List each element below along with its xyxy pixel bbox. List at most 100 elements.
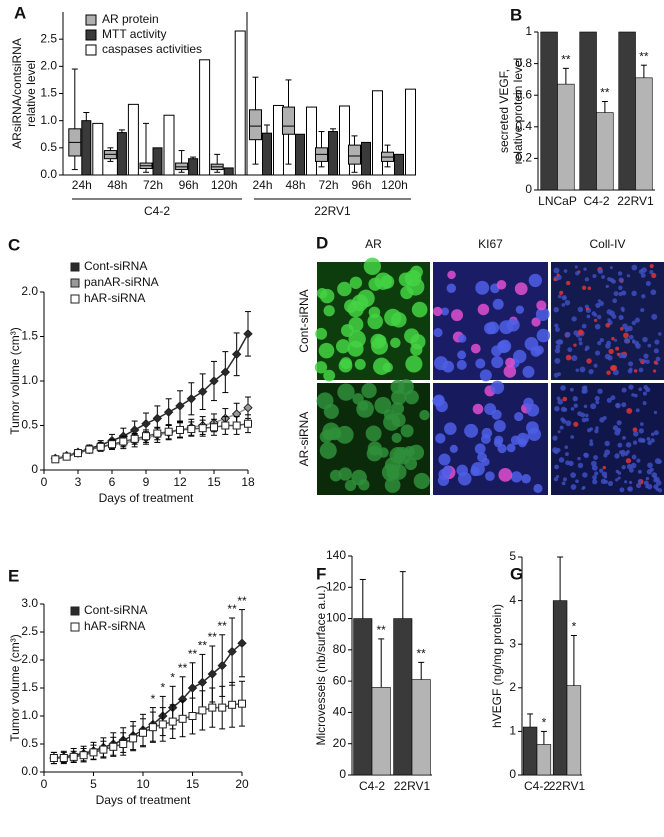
cell	[552, 435, 558, 441]
cell	[340, 357, 352, 369]
cell	[557, 430, 561, 434]
x-tick-label: LNCaP	[538, 194, 577, 208]
y-tick-label: 0	[31, 462, 38, 476]
cell	[493, 420, 506, 433]
bar	[188, 158, 199, 176]
y-tick-label: 0.0	[40, 167, 57, 181]
cell	[337, 281, 352, 297]
x-tick-label: 22RV1	[394, 779, 431, 793]
bar	[635, 77, 653, 191]
cell	[365, 425, 382, 442]
cell	[618, 285, 623, 290]
cell	[485, 471, 495, 482]
cell	[554, 405, 560, 412]
marker	[207, 669, 218, 679]
cell	[555, 327, 560, 332]
cell	[562, 396, 568, 402]
cell	[594, 429, 599, 434]
cell	[605, 343, 611, 349]
marker	[220, 367, 231, 377]
marker	[231, 349, 242, 360]
column-label: AR	[365, 237, 382, 251]
cell	[651, 472, 658, 478]
cell	[444, 422, 457, 435]
cell	[522, 365, 535, 378]
cell	[554, 464, 560, 470]
marker	[176, 425, 184, 434]
marker	[175, 401, 185, 411]
cell	[581, 323, 587, 329]
marker	[238, 699, 246, 708]
cell	[442, 360, 455, 373]
bar	[596, 112, 614, 191]
y-tick-label: 40	[333, 705, 347, 719]
cell	[645, 359, 650, 364]
cell	[491, 356, 504, 369]
cell	[337, 383, 355, 401]
cell	[615, 478, 619, 482]
cell	[432, 395, 444, 407]
legend-label: Cont-siRNA	[84, 259, 147, 273]
cell	[413, 472, 430, 490]
marker	[208, 703, 217, 712]
significance: **	[208, 630, 218, 644]
cell	[607, 277, 612, 282]
y-tick-label: 1.0	[21, 708, 38, 722]
cell	[521, 473, 531, 484]
cell	[570, 472, 576, 478]
bar	[411, 679, 431, 776]
cell	[634, 317, 640, 323]
cell	[561, 303, 566, 307]
cell	[526, 421, 539, 435]
x-tick-label: 0	[41, 475, 48, 489]
panel-label: C	[8, 235, 20, 254]
significance: **	[178, 661, 188, 675]
cell	[638, 428, 644, 434]
series-line	[53, 702, 243, 759]
x-tick-label: 0	[41, 777, 48, 791]
cell	[349, 276, 363, 289]
cell	[557, 398, 564, 405]
marker	[109, 742, 118, 751]
bar	[199, 59, 211, 176]
cell	[646, 483, 653, 490]
cell	[649, 467, 654, 472]
column-label: KI67	[478, 237, 503, 251]
cell	[614, 453, 620, 459]
cell	[642, 336, 648, 343]
y-tick-label: 0.5	[21, 736, 38, 750]
x-tick-label: 24h	[72, 178, 92, 192]
y-tick-label: 2.0	[21, 652, 38, 666]
cell	[628, 480, 633, 485]
y-tick-label: 0.5	[21, 418, 38, 432]
cell	[615, 346, 620, 351]
cell	[626, 463, 633, 470]
bar	[393, 618, 413, 776]
bar	[234, 30, 246, 176]
marker	[79, 751, 88, 760]
cell	[493, 438, 503, 448]
cell	[641, 267, 647, 273]
cell	[575, 479, 579, 484]
cell	[479, 369, 492, 382]
cell	[477, 303, 490, 316]
cell	[340, 324, 354, 337]
cell	[642, 359, 647, 364]
legend-label: hAR-siRNA	[84, 291, 145, 305]
cell	[604, 440, 610, 447]
y-tick-label: 1.5	[21, 329, 38, 343]
cell	[391, 312, 407, 328]
cell	[348, 330, 366, 348]
cell	[515, 305, 525, 314]
cell	[562, 296, 567, 300]
cell	[560, 417, 565, 422]
x-tick-label: 3	[75, 475, 82, 489]
cell	[367, 313, 383, 330]
series-line	[53, 642, 243, 759]
marker	[141, 419, 151, 429]
x-tick-label: 12	[173, 475, 187, 489]
cell	[621, 402, 627, 408]
cell	[617, 476, 621, 480]
cell	[526, 403, 540, 417]
cell	[641, 294, 646, 299]
